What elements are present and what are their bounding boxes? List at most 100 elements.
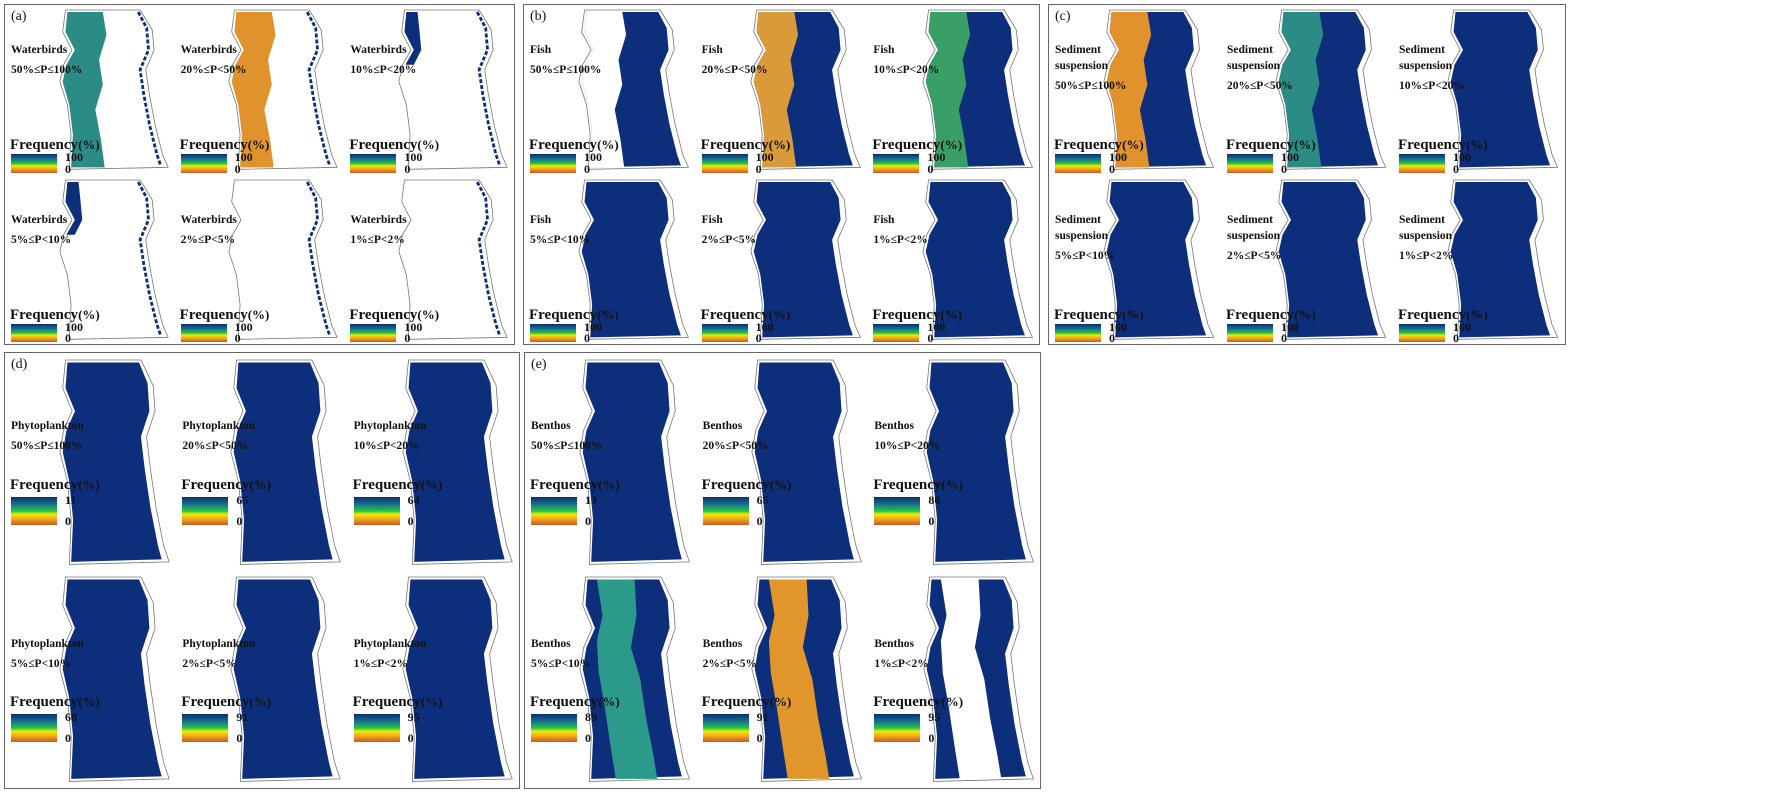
legend-min: 0	[65, 513, 71, 528]
species-label: Waterbirds	[180, 213, 237, 226]
map-cell: Phytoplankton 20%≤P<50% Frequency(%) 65 0	[176, 353, 347, 571]
map-boundary	[229, 180, 337, 339]
map-label: Fish 1%≤P<2%	[873, 212, 953, 248]
legend-min: 0	[404, 161, 411, 176]
color-legend-bar: 95 0	[874, 710, 940, 745]
frequency-map	[397, 10, 509, 169]
color-legend-bar: 95 0	[353, 710, 420, 745]
species-label: Sediment suspension	[1399, 213, 1453, 242]
legend-max: 68	[65, 710, 77, 725]
map-boundary	[1104, 10, 1214, 169]
frequency-map	[1102, 180, 1216, 339]
legend-max: 100	[584, 150, 602, 165]
legend-title-text: Frequency	[352, 694, 421, 711]
color-legend-bar: 100 0	[873, 320, 945, 345]
legend-min: 0	[236, 513, 243, 528]
map-fill	[1451, 181, 1551, 337]
legend-min: 0	[927, 161, 934, 176]
legend-max: 91	[756, 710, 769, 725]
legend-min: 0	[407, 513, 414, 528]
map-cell: Fish 5%≤P<10% Frequency(%) 100 0	[524, 175, 696, 345]
legend-unit: (%)	[768, 137, 791, 153]
map-fill	[754, 362, 854, 562]
map-label: Sediment suspension 50%≤P≤100%	[1055, 42, 1135, 94]
legend-min: 0	[585, 513, 591, 528]
color-legend-bar: 64 0	[353, 493, 420, 528]
map-cell: Fish 20%≤P<50% Frequency(%) 100 0	[696, 5, 868, 176]
map-overlay-region	[65, 181, 82, 235]
map-grid: Waterbirds 50%≤P≤100% Frequency(%) 100 0 Wate…	[5, 5, 514, 345]
map-label: Phytoplankton 50%≤P≤100%	[11, 418, 91, 454]
map-edge-cells	[306, 180, 332, 336]
map-label: Phytoplankton 10%≤P<20%	[354, 418, 434, 454]
color-legend-bar: 100 0	[701, 320, 774, 345]
map-boundary	[751, 10, 861, 169]
legend-unit: (%)	[420, 694, 443, 710]
map-label: Phytoplankton 5%≤P<10%	[11, 636, 91, 672]
panel-letter: (e)	[531, 357, 547, 372]
map-cell: Phytoplankton 5%≤P<10% Frequency(%) 68 0	[5, 571, 176, 789]
legend-title: Frequency(%)	[181, 477, 271, 494]
legend-unit: (%)	[1466, 137, 1488, 153]
map-cell: Waterbirds 50%≤P≤100% Frequency(%) 100 0	[5, 5, 175, 176]
map-grid: Phytoplankton 50%≤P≤100% Frequency(%) 11 0 Ph…	[5, 353, 519, 788]
legend-max: 100	[927, 150, 946, 165]
legend-min: 0	[585, 731, 591, 746]
frequency-map	[58, 180, 170, 339]
legend-title-text: Frequency	[10, 306, 79, 323]
map-label: Fish 2%≤P<5%	[702, 212, 782, 248]
map-overlay-region	[597, 579, 658, 779]
legend-max: 100	[65, 319, 83, 334]
map-fill	[1451, 12, 1551, 168]
species-label: Sediment suspension	[1227, 213, 1281, 242]
species-label: Benthos	[874, 420, 914, 433]
legend-unit: (%)	[941, 694, 964, 710]
map-edge-cells	[475, 180, 501, 336]
legend-unit: (%)	[249, 694, 272, 710]
legend-min: 0	[234, 161, 241, 176]
frequency-map	[227, 10, 339, 169]
legend-title: Frequency(%)	[873, 477, 963, 494]
species-label: Benthos	[531, 637, 571, 650]
range-label: 20%≤P<50%	[702, 440, 769, 453]
legend-title: Frequency(%)	[1054, 307, 1144, 324]
range-label: 10%≤P<20%	[873, 64, 940, 77]
panel-letter: (d)	[11, 357, 28, 372]
map-label: Phytoplankton 1%≤P<2%	[354, 636, 434, 672]
range-label: 10%≤P<20%	[874, 440, 941, 453]
legend-title: Frequency(%)	[1226, 137, 1316, 154]
legend-title-text: Frequency	[10, 694, 79, 711]
species-label: Phytoplankton	[182, 637, 256, 650]
map-fill	[1279, 181, 1379, 337]
legend-max: 100	[927, 319, 946, 334]
species-label: Phytoplankton	[11, 637, 84, 650]
map-edge-cells	[136, 11, 162, 166]
legend-max: 13	[585, 492, 597, 507]
legend-unit: (%)	[598, 694, 620, 710]
legend-max: 86	[928, 492, 941, 507]
species-label: Sediment suspension	[1227, 44, 1281, 73]
map-cell: Benthos 50%≤P≤100% Frequency(%) 13 0	[525, 353, 697, 571]
map-label: Benthos 10%≤P<20%	[874, 418, 954, 454]
frequency-map	[401, 360, 514, 564]
map-cell: Phytoplankton 50%≤P≤100% Frequency(%) 11 0	[5, 353, 176, 571]
legend-unit: (%)	[1122, 306, 1144, 322]
range-label: 20%≤P<50%	[1227, 80, 1293, 93]
map-fill	[234, 362, 334, 562]
map-overlay-region	[925, 12, 970, 168]
color-legend-bar: 13 0	[531, 493, 597, 528]
legend-unit: (%)	[78, 306, 100, 322]
map-cell: Sediment suspension 20%≤P<50% Frequency(%)…	[1221, 5, 1393, 176]
map-cell: Benthos 20%≤P<50% Frequency(%) 65 0	[697, 353, 869, 571]
map-label: Fish 5%≤P<10%	[530, 212, 610, 248]
frequency-map	[1446, 10, 1560, 169]
frequency-map	[397, 180, 509, 339]
range-label: 10%≤P<20%	[350, 64, 417, 77]
legend-max: 100	[234, 150, 253, 165]
map-boundary	[1104, 180, 1214, 339]
legend-max: 65	[756, 492, 769, 507]
map-label: Waterbirds 50%≤P≤100%	[11, 42, 91, 78]
map-label: Benthos 20%≤P<50%	[703, 418, 783, 454]
map-cell: Benthos 5%≤P<10% Frequency(%) 89 0	[525, 571, 697, 789]
map-edge-cells	[136, 180, 162, 336]
